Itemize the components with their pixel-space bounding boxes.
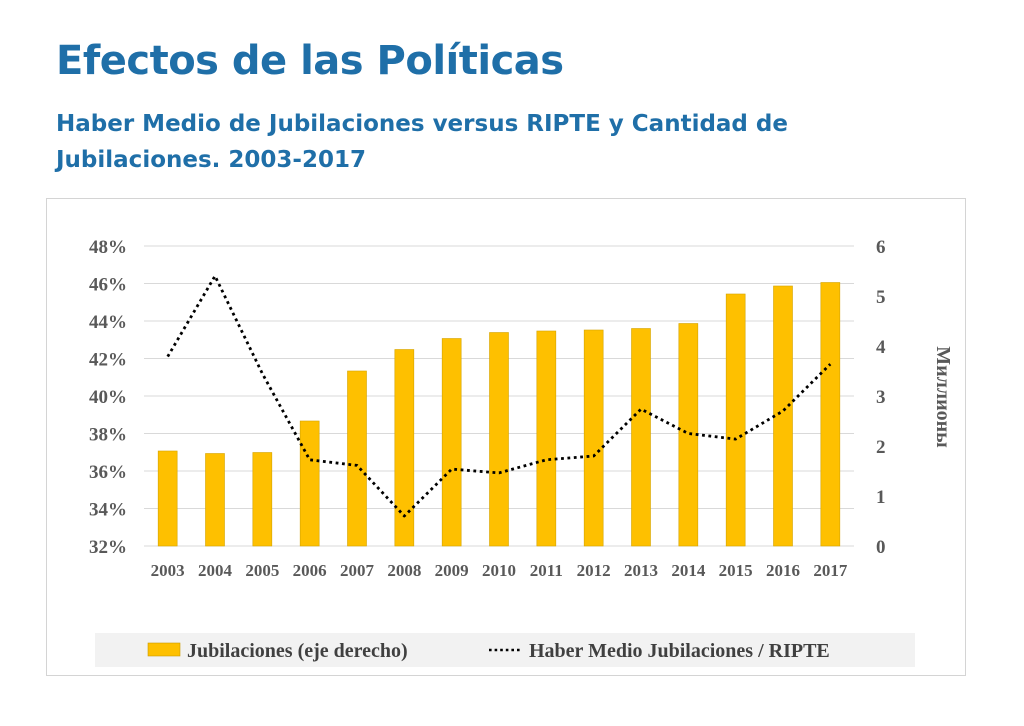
legend-label-bar: Jubilaciones (eje derecho): [187, 640, 408, 662]
left-tick-label: 36%: [89, 462, 127, 483]
series-line: [166, 274, 832, 518]
combo-chart: 32% 34% 36% 38% 40% 42% 44% 46% 48% 0 1 2 3 4 5 6 2003…: [89, 237, 954, 667]
bar: [536, 330, 557, 547]
x-tick-label: 2007: [340, 561, 375, 580]
x-tick-label: 2008: [387, 561, 421, 580]
bar: [347, 370, 367, 547]
bar: [631, 328, 651, 547]
left-tick-label: 40%: [89, 387, 127, 408]
right-tick-label: 0: [876, 537, 886, 558]
x-tick-label: 2006: [293, 561, 327, 580]
x-tick-label: 2014: [671, 561, 706, 580]
legend-background: [95, 633, 915, 667]
bar: [773, 285, 793, 547]
right-tick-label: 1: [876, 487, 886, 508]
chart-frame: 32% 34% 36% 38% 40% 42% 44% 46% 48% 0 1 2 3 4 5 6 2003…: [46, 198, 966, 676]
bar: [820, 282, 841, 547]
left-tick-label: 34%: [89, 500, 127, 521]
legend-label-line: Haber Medio Jubilaciones / RIPTE: [529, 640, 830, 662]
legend-swatch-bar: [147, 642, 181, 657]
x-tick-label: 2017: [813, 561, 848, 580]
x-tick-label: 2016: [766, 561, 800, 580]
bar: [678, 323, 699, 547]
bar: [441, 338, 462, 547]
bar: [489, 332, 509, 547]
x-tick-label: 2010: [482, 561, 516, 580]
left-tick-label: 48%: [89, 237, 127, 258]
x-tick-label: 2005: [245, 561, 279, 580]
x-tick-label: 2004: [198, 561, 233, 580]
x-tick-label: 2013: [624, 561, 658, 580]
page-subtitle: Haber Medio de Jubilaciones versus RIPTE…: [56, 111, 788, 173]
x-tick-label: 2003: [151, 561, 185, 580]
x-axis-ticks: 2003 2004 2005 2006 2007 2008 2009 2010 2011 2012…: [151, 561, 848, 580]
bar: [205, 453, 225, 547]
right-tick-label: 4: [876, 337, 886, 358]
left-tick-label: 46%: [89, 275, 127, 296]
bar: [157, 450, 178, 547]
right-tick-label: 5: [876, 287, 886, 308]
left-tick-label: 42%: [89, 350, 127, 371]
bar: [725, 293, 746, 547]
x-tick-label: 2011: [530, 561, 563, 580]
page-title: Efectos de las Políticas: [56, 38, 564, 84]
right-axis-ticks: 0 1 2 3 4 5 6: [876, 237, 886, 558]
legend: Jubilaciones (eje derecho) Haber Medio J…: [95, 633, 915, 667]
right-tick-label: 3: [876, 387, 886, 408]
bar: [394, 349, 415, 547]
right-axis-label: Миллионы: [932, 346, 954, 448]
left-tick-label: 32%: [89, 537, 127, 558]
right-tick-label: 6: [876, 237, 886, 258]
line-series: [166, 274, 832, 518]
bar: [252, 452, 273, 547]
x-tick-label: 2012: [577, 561, 611, 580]
left-axis-ticks: 32% 34% 36% 38% 40% 42% 44% 46% 48%: [89, 237, 127, 558]
bar: [583, 329, 604, 547]
right-tick-label: 2: [876, 437, 886, 458]
left-tick-label: 38%: [89, 425, 127, 446]
bar-series: [157, 282, 841, 547]
x-tick-label: 2009: [435, 561, 469, 580]
left-tick-label: 44%: [89, 312, 127, 333]
bar: [299, 420, 320, 547]
x-tick-label: 2015: [719, 561, 753, 580]
